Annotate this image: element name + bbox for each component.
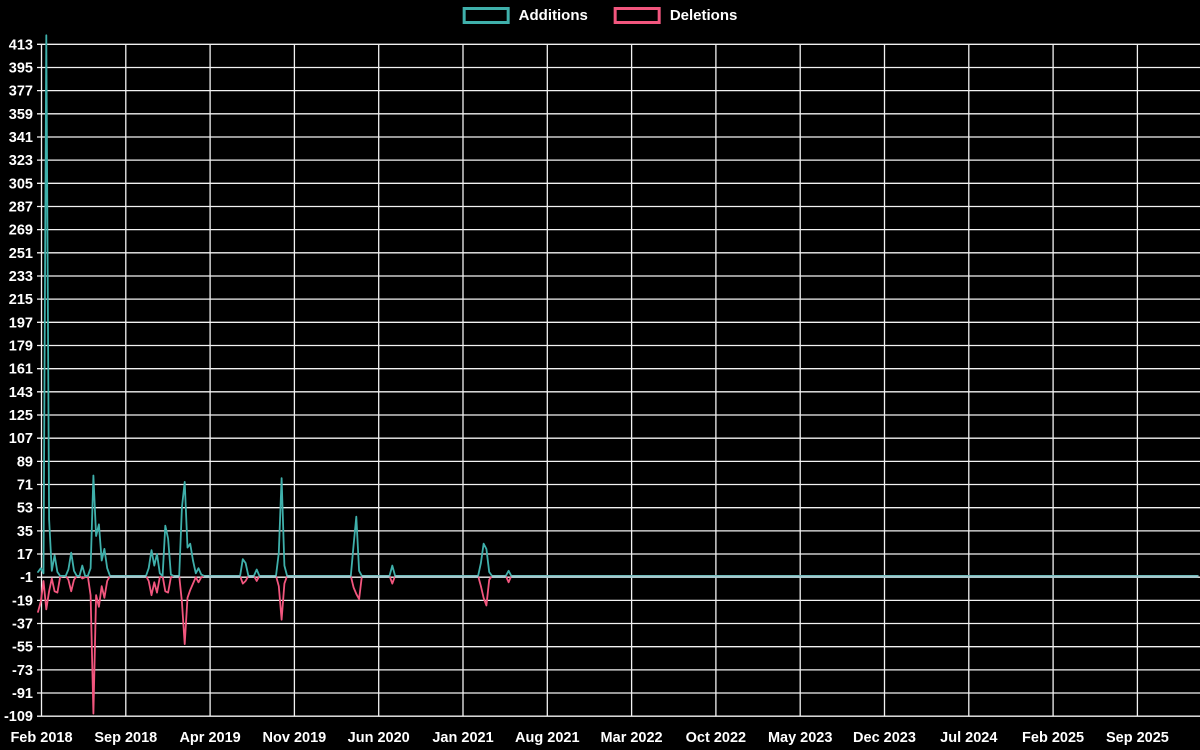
legend: Additions Deletions	[462, 7, 738, 24]
y-axis-tick-label: 341	[9, 130, 33, 146]
y-axis-tick-label: 125	[9, 408, 33, 424]
x-axis-tick-label: Dec 2023	[853, 730, 916, 746]
legend-item-deletions[interactable]: Deletions	[613, 7, 738, 24]
y-axis-tick-label: 197	[9, 315, 33, 331]
x-axis-tick-label: Mar 2022	[601, 730, 663, 746]
y-axis-tick-label: 71	[17, 478, 33, 494]
y-axis-tick-label: 17	[17, 547, 33, 563]
y-axis-tick-label: 89	[17, 454, 33, 470]
y-axis-tick-label: 323	[9, 153, 33, 169]
y-axis-tick-label: 377	[9, 84, 33, 100]
deletions-label: Deletions	[669, 7, 738, 24]
y-axis-tick-label: 179	[9, 338, 33, 354]
y-axis-tick-label: -1	[20, 570, 33, 586]
y-axis-tick-label: -37	[12, 617, 33, 633]
y-axis-tick-label: 251	[9, 246, 33, 262]
y-axis-tick-label: 35	[17, 524, 33, 540]
deletions-swatch	[613, 7, 661, 24]
y-axis-tick-label: 287	[9, 199, 33, 215]
additions-swatch	[462, 7, 510, 24]
x-axis-tick-label: Oct 2022	[686, 730, 746, 746]
y-axis-tick-label: 269	[9, 223, 33, 239]
y-axis-tick-label: 143	[9, 385, 33, 401]
additions-line	[37, 34, 1199, 577]
x-axis-tick-label: Feb 2025	[1022, 730, 1084, 746]
y-axis-tick-label: 161	[9, 362, 33, 378]
x-axis-tick-label: Aug 2021	[515, 730, 579, 746]
y-axis-tick-label: 359	[9, 107, 33, 123]
x-axis-tick-label: Feb 2018	[10, 730, 72, 746]
x-axis-tick-label: Sep 2018	[94, 730, 157, 746]
y-axis-tick-label: -109	[4, 709, 33, 725]
x-axis-tick-label: Jun 2020	[348, 730, 410, 746]
y-axis-tick-label: 53	[17, 501, 33, 517]
y-axis-tick-label: -19	[12, 593, 33, 609]
y-axis-tick-label: 107	[9, 431, 33, 447]
y-axis-tick-label: 305	[9, 176, 33, 192]
x-axis-tick-label: Sep 2025	[1106, 730, 1169, 746]
y-axis-tick-label: 233	[9, 269, 33, 285]
x-axis-tick-label: Apr 2019	[179, 730, 240, 746]
y-axis-tick-label: -73	[12, 663, 33, 679]
legend-item-additions[interactable]: Additions	[462, 7, 588, 24]
x-axis-tick-label: Jan 2021	[432, 730, 493, 746]
y-axis-tick-label: 215	[9, 292, 33, 308]
y-axis-tick-label: 395	[9, 60, 33, 76]
x-axis-tick-label: Jul 2024	[940, 730, 997, 746]
x-axis-tick-label: May 2023	[768, 730, 833, 746]
x-axis-tick-label: Nov 2019	[263, 730, 327, 746]
y-axis-tick-label: -55	[12, 640, 33, 656]
y-axis-tick-label: -91	[12, 686, 33, 702]
additions-label: Additions	[518, 7, 588, 24]
y-axis-tick-label: 413	[9, 37, 33, 53]
